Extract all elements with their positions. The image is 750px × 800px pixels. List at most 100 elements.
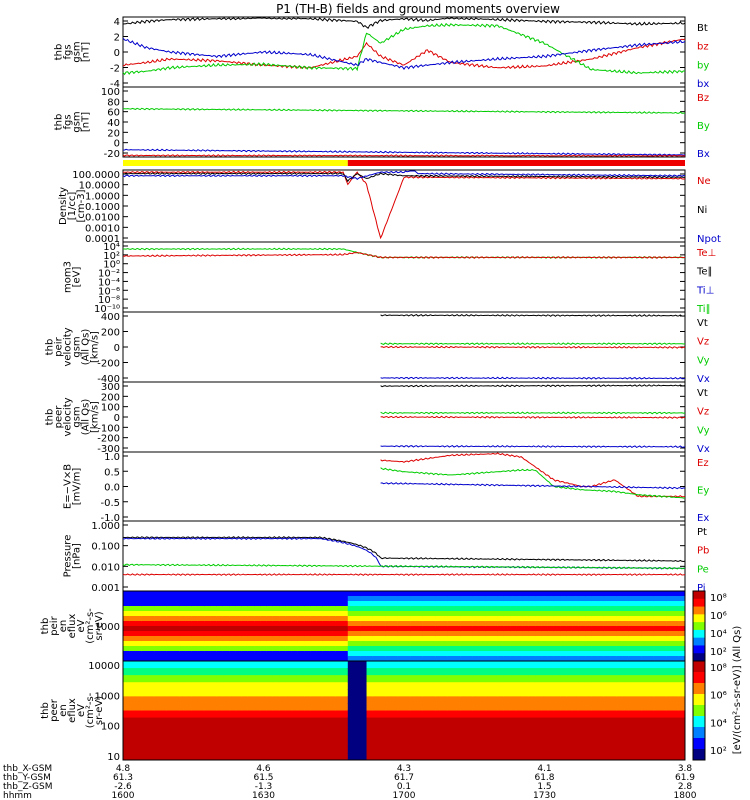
y-tick-label-pressure: 0.010 [91, 562, 120, 573]
heatmap-cell-peir_spec [603, 646, 611, 652]
heatmap-cell-peir_spec [666, 611, 674, 617]
heatmap-cell-peer_spec [297, 710, 305, 719]
legend-fgs_gsm_large-1: By [697, 121, 710, 132]
heatmap-cell-peir_spec [229, 596, 236, 602]
heatmap-cell-peir_spec [460, 626, 467, 632]
heatmap-cell-peer_spec [197, 668, 205, 676]
heatmap-cell-peir_spec [622, 651, 630, 657]
heatmap-cell-peir_spec [535, 621, 542, 627]
heatmap-cell-peir_spec [197, 641, 205, 647]
heatmap-cell-peir_spec [572, 646, 580, 652]
heatmap-cell-peir_spec [354, 646, 361, 652]
heatmap-cell-peer_spec [123, 717, 130, 726]
heatmap-cell-peir_spec [222, 611, 230, 617]
heatmap-cell-peer_spec [441, 703, 449, 711]
heatmap-cell-peir_spec [603, 656, 611, 662]
heatmap-cell-peer_spec [147, 710, 155, 719]
heatmap-cell-peer_spec [435, 731, 442, 740]
heatmap-cell-peer_spec [235, 717, 243, 726]
heatmap-cell-peer_spec [485, 731, 492, 740]
heatmap-cell-peir_spec [210, 596, 218, 602]
heatmap-cell-peer_spec [485, 752, 492, 761]
heatmap-cell-peer_spec [422, 717, 430, 726]
heatmap-cell-peir_spec [354, 611, 361, 617]
heatmap-cell-peer_spec [616, 710, 624, 719]
heatmap-cell-peer_spec [585, 689, 592, 697]
heatmap-cell-peer_spec [347, 668, 355, 676]
heatmap-cell-peer_spec [422, 745, 430, 754]
heatmap-cell-peir_spec [535, 611, 542, 617]
heatmap-cell-peer_spec [522, 738, 530, 747]
series-velocity_all-Vz [380, 345, 686, 349]
heatmap-cell-peer_spec [216, 731, 224, 740]
heatmap-cell-peir_spec [304, 591, 311, 597]
heatmap-cell-peir_spec [160, 626, 168, 632]
heatmap-cell-peir_spec [210, 626, 218, 632]
heatmap-cell-peir_spec [622, 606, 630, 612]
heatmap-cell-peer_spec [297, 703, 305, 711]
heatmap-cell-peer_spec [547, 682, 555, 690]
heatmap-cell-peir_spec [603, 601, 611, 607]
heatmap-cell-peir_spec [185, 626, 193, 632]
series-temperature-Te⊥ [123, 252, 686, 259]
heatmap-cell-peir_spec [297, 616, 305, 622]
heatmap-cell-peer_spec [154, 703, 161, 711]
heatmap-cell-peir_spec [466, 636, 474, 642]
heatmap-cell-peer_spec [641, 731, 649, 740]
heatmap-cell-peer_spec [466, 738, 474, 747]
heatmap-cell-peer_spec [347, 717, 355, 726]
heatmap-cell-peir_spec [522, 636, 530, 642]
legend-temperature-2: Ti⊥ [696, 285, 714, 296]
heatmap-cell-peer_spec [404, 661, 411, 669]
heatmap-cell-peer_spec [566, 703, 574, 711]
heatmap-cell-peir_spec [404, 651, 411, 657]
heatmap-cell-peer_spec [410, 661, 417, 669]
series-fgs_gsm_large-Bx [122, 148, 686, 157]
heatmap-cell-peir_spec [510, 621, 517, 627]
heatmap-cell-peer_spec [497, 710, 505, 719]
heatmap-cell-peir_spec [410, 596, 417, 602]
heatmap-cell-peir_spec [222, 596, 230, 602]
heatmap-cell-peir_spec [478, 631, 486, 637]
heatmap-cell-peer_spec [503, 661, 511, 669]
heatmap-cell-peer_spec [435, 738, 442, 747]
heatmap-cell-peir_spec [503, 591, 511, 597]
heatmap-cell-peir_spec [628, 621, 636, 627]
heatmap-cell-peir_spec [641, 631, 649, 637]
heatmap-cell-peer_spec [666, 682, 674, 690]
series-fgs_gsm-Bt [122, 17, 686, 29]
heatmap-cell-peer_spec [322, 731, 330, 740]
heatmap-cell-peer_spec [179, 675, 186, 683]
heatmap-cell-peir_spec [360, 651, 368, 657]
heatmap-cell-peir_spec [135, 611, 143, 617]
heatmap-cell-peer_spec [553, 661, 561, 669]
heatmap-cell-peir_spec [460, 601, 467, 607]
heatmap-cell-peer_spec [666, 703, 674, 711]
heatmap-cell-peer_spec [260, 668, 268, 676]
heatmap-cell-peir_spec [285, 646, 293, 652]
heatmap-cell-peer_spec [129, 661, 136, 669]
heatmap-cell-peer_spec [610, 661, 617, 669]
heatmap-cell-peir_spec [466, 646, 474, 652]
heatmap-cell-peir_spec [635, 611, 642, 617]
heatmap-cell-peer_spec [260, 682, 268, 690]
heatmap-cell-peer_spec [154, 696, 161, 704]
heatmap-cell-peer_spec [485, 696, 492, 704]
heatmap-cell-peir_spec [204, 601, 211, 607]
heatmap-cell-peir_spec [279, 606, 286, 612]
y-axis-label-density: [1/cc] [67, 192, 78, 221]
heatmap-cell-peer_spec [428, 738, 436, 747]
heatmap-cell-peir_spec [472, 631, 480, 637]
heatmap-cell-peir_spec [179, 656, 186, 662]
heatmap-cell-peir_spec [147, 611, 155, 617]
heatmap-cell-peer_spec [566, 668, 574, 676]
heatmap-cell-peer_spec [428, 689, 436, 697]
heatmap-cell-peir_spec [347, 596, 355, 602]
heatmap-cell-peer_spec [141, 738, 149, 747]
heatmap-cell-peer_spec [591, 689, 599, 697]
heatmap-cell-peir_spec [172, 596, 180, 602]
heatmap-cell-peir_spec [372, 611, 380, 617]
plot-title: P1 (TH-B) fields and ground moments over… [276, 2, 560, 16]
heatmap-cell-peir_spec [204, 656, 211, 662]
